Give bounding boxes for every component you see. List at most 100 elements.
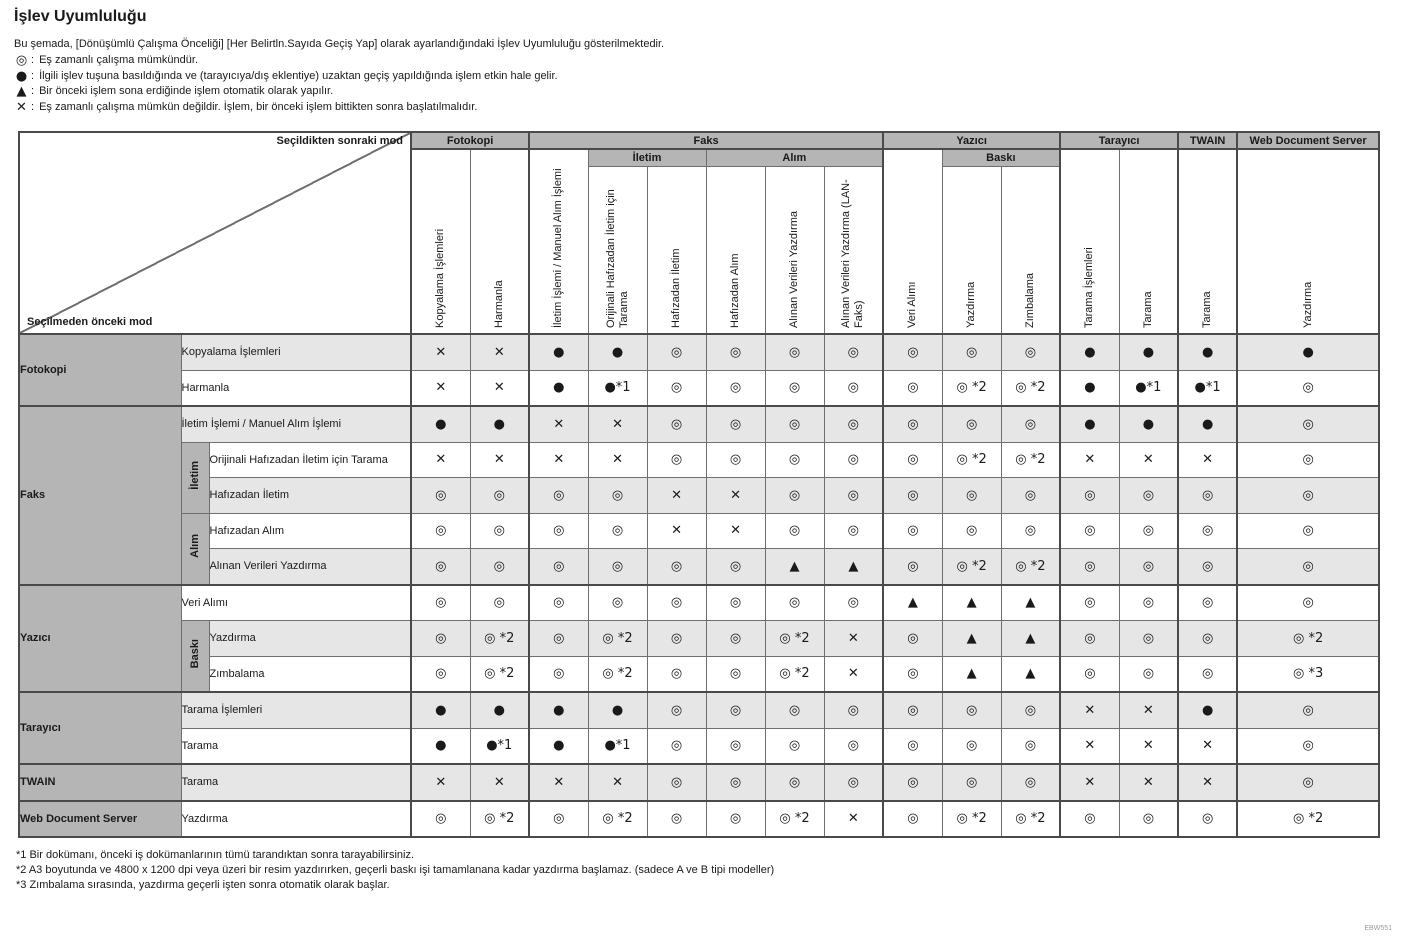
row-group-label: Faks	[18, 405, 182, 585]
table-row: Fotokopi Kopyalama İşlemleri ✕ ✕ ● ● ◎ ◎ ◎ ◎ ◎ ◎ ◎ ● ●…	[18, 333, 1380, 407]
col-group-tarayici: Tarayıcı	[1059, 131, 1179, 150]
matrix-cell: ✕	[528, 405, 589, 443]
footnotes: *1 Bir dokümanı, önceki iş dokümanlarını…	[16, 848, 1416, 893]
matrix-cell: ◎ *2	[941, 441, 1002, 478]
matrix-cell: ◎	[823, 763, 884, 801]
matrix-cell: ◎	[1236, 727, 1380, 765]
footnote: *1 Bir dokümanı, önceki iş dokümanlarını…	[16, 849, 415, 861]
matrix-cell: ◎	[941, 333, 1002, 371]
matrix-cell: ◎	[823, 333, 884, 371]
matrix-cell: ◎ *2	[469, 655, 530, 693]
matrix-cell: ◎	[1000, 763, 1061, 801]
col-header: Tarama	[1177, 148, 1238, 335]
matrix-cell: ◎	[528, 655, 589, 693]
matrix-cell: ◎	[764, 727, 825, 765]
matrix-cell: ◎	[882, 477, 943, 514]
matrix-cell: ◎	[1177, 548, 1238, 585]
col-header: Kopyalama İşlemleri	[410, 148, 471, 335]
matrix-cell: ●	[469, 691, 530, 729]
matrix-cell: ●*1	[1118, 369, 1179, 407]
footnote: *3 Zımbalama sırasında, yazdırma geçerli…	[16, 879, 390, 891]
col-group-faks: Faks	[528, 131, 884, 150]
matrix-cell: ◎	[646, 620, 707, 657]
matrix-cell: ◎	[1236, 369, 1380, 407]
matrix-cell: ◎	[469, 512, 530, 549]
matrix-cell: ◎	[823, 512, 884, 549]
matrix-cell: ◎	[1118, 620, 1179, 657]
matrix-cell: ◎	[764, 583, 825, 621]
matrix-cell: ◎	[705, 655, 766, 693]
matrix-cell: ◎ *2	[587, 655, 648, 693]
matrix-cell: ◎	[882, 405, 943, 443]
matrix-cell: ●*1	[587, 369, 648, 407]
matrix-cell: ◎	[941, 405, 1002, 443]
table-row: İletim Orijinali Hafızadan İletim için Ta…	[19, 441, 1380, 514]
matrix-cell: ◎	[764, 691, 825, 729]
legend-text: Eş zamanlı çalışma mümkün değildir. İşle…	[39, 100, 478, 113]
matrix-cell: ✕	[1177, 763, 1238, 801]
matrix-cell: ◎	[1118, 799, 1179, 838]
matrix-cell: ◎	[882, 548, 943, 585]
matrix-cell: ◎ *2	[764, 799, 825, 838]
matrix-cell: ◎	[941, 727, 1002, 765]
matrix-cell: ●	[528, 369, 589, 407]
matrix-cell: ◎	[646, 369, 707, 407]
matrix-cell: ◎	[410, 512, 471, 549]
corner-bottom-label: Seçilmeden önceki mod	[27, 316, 153, 328]
matrix-cell: ●	[410, 405, 471, 443]
matrix-cell: ✕	[1177, 727, 1238, 765]
matrix-cell: ●*1	[587, 727, 648, 765]
col-header-text: Orijinali Hafızadan İletim için Tarama	[604, 189, 630, 328]
row-label: Orijinali Hafızadan İletim için Tarama	[208, 441, 412, 478]
col-header-text: Tarama	[1141, 291, 1154, 328]
legend-line: ◎: Eş zamanlı çalışma mümkündür.	[14, 53, 1416, 69]
matrix-cell: ▲	[1000, 655, 1061, 693]
matrix-cell: ◎	[941, 477, 1002, 514]
row-label: Tarama	[180, 763, 412, 801]
matrix-cell: ◎	[882, 655, 943, 693]
corner-top-label: Seçildikten sonraki mod	[276, 135, 404, 147]
matrix-cell: ◎	[528, 620, 589, 657]
matrix-cell: ◎	[646, 583, 707, 621]
matrix-cell: ✕	[469, 333, 530, 371]
matrix-cell: ◎	[410, 655, 471, 693]
legend-separator: :	[31, 85, 35, 97]
col-header-text: Hafızadan İletim	[670, 248, 683, 328]
matrix-cell: ◎	[587, 512, 648, 549]
col-header-text: İletim İşlemi / Manuel Alım İşlemi	[552, 168, 565, 328]
matrix-cell: ◎	[764, 441, 825, 478]
matrix-cell: ◎	[705, 548, 766, 585]
col-header: Harmanla	[469, 148, 530, 335]
col-header-text: Alınan Verileri Yazdırma (LAN-Faks)	[840, 179, 866, 328]
col-header: Yazdırma	[941, 165, 1002, 335]
matrix-cell: ◎	[764, 512, 825, 549]
legend-separator: :	[31, 54, 35, 66]
col-header-text: Harmanla	[492, 280, 505, 328]
col-header-text: Tarama	[1201, 291, 1214, 328]
matrix-cell: ◎	[1118, 477, 1179, 514]
column-subgroup-row: Kopyalama İşlemleri Harmanla İletim İşle…	[19, 148, 1380, 335]
matrix-cell: ✕	[587, 763, 648, 801]
matrix-cell: ◎	[1236, 548, 1380, 585]
matrix-cell: ◎ *2	[587, 799, 648, 838]
legend-text: Eş zamanlı çalışma mümkündür.	[39, 54, 199, 66]
bullseye-symbol-icon: ◎	[15, 53, 28, 68]
matrix-cell: ◎	[823, 691, 884, 729]
matrix-cell: ✕	[646, 512, 707, 549]
row-group-label: Yazıcı	[18, 583, 182, 693]
table-row: Tarayıcı Tarama İşlemleri ● ● ● ● ◎ ◎ ◎ ◎ ◎ ◎ ◎ ✕ ✕ ● ◎	[18, 691, 1380, 765]
matrix-cell: ●	[528, 727, 589, 765]
matrix-cell: ◎	[646, 405, 707, 443]
col-header: Veri Alımı	[882, 148, 943, 335]
cross-symbol-icon: ✕	[16, 99, 27, 115]
legend-text: Bir önceki işlem sona erdiğinde işlem ot…	[39, 85, 334, 97]
matrix-cell: ◎	[823, 583, 884, 621]
matrix-cell: ◎	[469, 477, 530, 514]
matrix-cell: ✕	[469, 441, 530, 478]
matrix-cell: ◎	[764, 477, 825, 514]
matrix-cell: ◎	[1118, 583, 1179, 621]
matrix-cell: ◎ *2	[1000, 441, 1061, 478]
row-label: Yazdırma	[208, 620, 412, 657]
corner-cell: Seçildikten sonraki mod Seçilmeden öncek…	[18, 131, 412, 335]
matrix-cell: ◎	[1059, 477, 1120, 514]
